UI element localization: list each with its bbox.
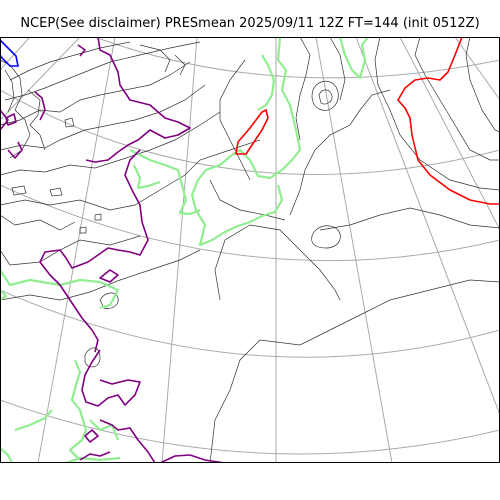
meridian-line: [355, 37, 500, 416]
pressure-contour: [0, 214, 76, 231]
meridian-line: [37, 37, 116, 463]
pressure-contour: [209, 279, 500, 463]
meridian-line: [399, 37, 500, 231]
coastline-path: [338, 37, 369, 80]
coastline-path: [89, 419, 120, 441]
contour-purple: [77, 44, 86, 57]
contour-purple-closed: [84, 429, 99, 443]
pressure-contour-closed: [11, 185, 27, 196]
pressure-contour: [295, 37, 311, 141]
coastline-path: [0, 447, 13, 463]
pressure-contour-closed: [79, 226, 87, 234]
graticule-parallels: [0, 37, 500, 455]
contour-purple-closed: [99, 269, 119, 283]
coastline-path: [133, 164, 161, 190]
map-canvas: [0, 37, 500, 463]
pressure-contour: [0, 111, 221, 176]
coastline-path: [0, 269, 120, 310]
coastline-path: [65, 456, 121, 463]
contour-red: [397, 37, 500, 205]
parallel-line: [0, 89, 500, 175]
pressure-contour: [174, 54, 186, 76]
pressure-contour: [319, 207, 500, 231]
coastline-path: [129, 149, 201, 216]
pressure-contour: [9, 41, 131, 81]
pressure-contour: [214, 224, 341, 301]
pressure-contour: [0, 61, 191, 126]
pressure-contour: [209, 179, 286, 221]
pressure-contour: [139, 44, 171, 73]
contour-purple: [85, 37, 191, 163]
coastlines: [0, 37, 369, 463]
contours-purple: [0, 37, 226, 463]
pressure-contour-closed: [318, 89, 333, 105]
pressure-contour: [0, 249, 201, 301]
contour-red-closed: [235, 109, 269, 155]
pressure-contour: [4, 69, 15, 113]
contour-purple: [0, 109, 9, 131]
pressure-contour: [414, 37, 500, 161]
pressure-contour: [219, 59, 251, 181]
contours-red: [235, 37, 500, 205]
pressure-contour-closed: [84, 347, 101, 368]
contour-purple: [99, 419, 156, 463]
pressure-contour-closed: [99, 292, 119, 309]
coastline-path: [0, 289, 8, 301]
contour-purple-closed: [5, 113, 17, 126]
pressure-contour: [329, 37, 346, 101]
pressure-contour: [289, 89, 391, 216]
parallel-line: [0, 399, 500, 455]
contours-blue: [0, 39, 19, 67]
meridian-line: [161, 37, 198, 463]
contour-purple: [79, 451, 111, 461]
figure-title: NCEP(See disclaimer) PRESmean 2025/09/11…: [20, 16, 480, 31]
pressure-contour-closed: [64, 117, 75, 128]
meridian-line: [0, 37, 31, 71]
coastline-path: [257, 54, 276, 111]
meridian-line: [454, 37, 500, 101]
contour-purple: [7, 141, 23, 159]
parallel-line: [0, 289, 500, 358]
meridian-line: [0, 37, 81, 121]
parallel-line: [94, 37, 500, 79]
pressure-contour-closed: [49, 187, 63, 197]
pressure-contour: [0, 84, 206, 151]
pressure-contour: [27, 89, 46, 151]
graticule-meridians: [0, 37, 500, 463]
contour-purple: [81, 349, 141, 407]
map-panel: [0, 37, 500, 463]
pressure-contour: [0, 59, 31, 159]
pressure-contour: [465, 37, 500, 133]
map-background: [0, 37, 500, 463]
pressure-contour: [0, 139, 261, 211]
pressure-contours: [0, 37, 500, 463]
contour-purple: [39, 149, 149, 353]
pressure-contour-closed: [311, 80, 339, 111]
contour-blue: [0, 39, 19, 67]
pressure-contour: [374, 37, 500, 191]
parallel-line: [0, 184, 500, 262]
coastline-path: [190, 37, 302, 247]
pressure-contour-closed: [94, 213, 102, 221]
coastline-path: [68, 359, 88, 461]
contour-purple: [34, 91, 46, 121]
coastline-path: [14, 409, 53, 432]
contour-purple: [159, 454, 226, 463]
meridian-line: [315, 37, 393, 463]
pressure-contour-closed: [311, 225, 341, 249]
